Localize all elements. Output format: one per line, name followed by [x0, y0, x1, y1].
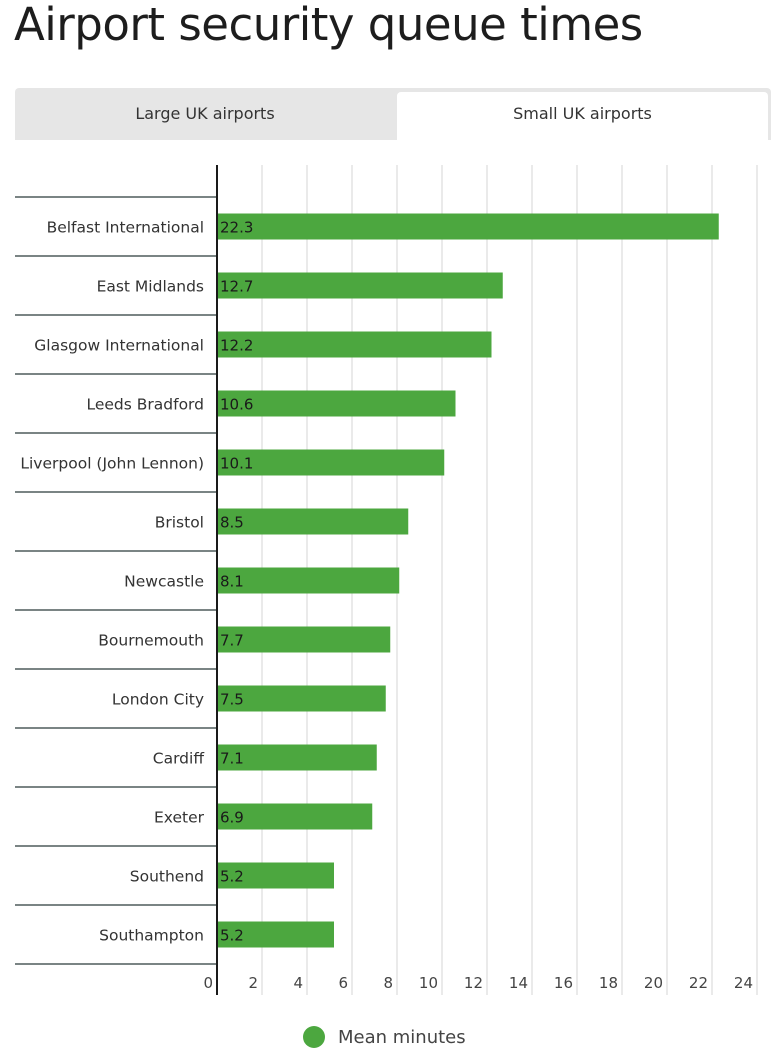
bar: [217, 449, 445, 476]
bar: [217, 213, 719, 240]
tab-small-uk-airports[interactable]: Small UK airports: [397, 92, 768, 140]
data-label: 8.1: [220, 573, 244, 591]
bar: [217, 626, 391, 653]
data-label: 5.2: [220, 868, 244, 886]
bar: [217, 862, 334, 889]
bar: [217, 921, 334, 948]
bar: [217, 272, 503, 299]
data-label: 10.1: [220, 455, 253, 473]
x-tick-label: 6: [338, 974, 348, 992]
data-label: 7.5: [220, 691, 244, 709]
category-label: Bristol: [155, 514, 204, 532]
bar: [217, 567, 400, 594]
category-label: Belfast International: [47, 219, 204, 237]
category-label: East Midlands: [97, 278, 204, 296]
legend[interactable]: Mean minutes: [303, 1026, 466, 1048]
x-tick-label: 16: [554, 974, 573, 992]
category-label: Exeter: [154, 809, 205, 827]
category-label: Leeds Bradford: [87, 396, 205, 414]
category-label: Glasgow International: [34, 337, 204, 355]
category-label: Cardiff: [153, 750, 205, 768]
x-tick-label: 20: [644, 974, 663, 992]
data-label: 8.5: [220, 514, 244, 532]
x-tick-label: 4: [293, 974, 303, 992]
data-label: 7.7: [220, 632, 244, 650]
bar: [217, 803, 373, 830]
tab-large-uk-airports[interactable]: Large UK airports: [135, 104, 275, 123]
data-label: 6.9: [220, 809, 244, 827]
bar: [217, 744, 377, 771]
legend-marker-icon: [303, 1026, 325, 1048]
x-tick-label: 8: [383, 974, 393, 992]
x-tick-label: 2: [248, 974, 258, 992]
legend-label: Mean minutes: [338, 1026, 466, 1048]
data-label: 5.2: [220, 927, 244, 945]
category-label: Liverpool (John Lennon): [20, 455, 204, 473]
data-label: 12.7: [220, 278, 253, 296]
x-tick-label: 0: [203, 974, 213, 992]
data-label: 22.3: [220, 219, 253, 237]
x-tick-label: 18: [599, 974, 618, 992]
tab-bar: Large UK airports Small UK airports: [15, 88, 771, 140]
bar: [217, 508, 409, 535]
bar: [217, 390, 456, 417]
bar: [217, 331, 492, 358]
category-label: Southend: [130, 868, 204, 886]
bar: [217, 685, 386, 712]
category-label: Southampton: [99, 927, 204, 945]
x-tick-label: 10: [419, 974, 438, 992]
x-tick-label: 24: [734, 974, 753, 992]
page-title: Airport security queue times: [14, 0, 643, 51]
category-label: Bournemouth: [98, 632, 204, 650]
data-label: 10.6: [220, 396, 253, 414]
data-label: 7.1: [220, 750, 244, 768]
category-label: London City: [112, 691, 204, 709]
category-label: Newcastle: [124, 573, 204, 591]
data-label: 12.2: [220, 337, 253, 355]
x-tick-label: 22: [689, 974, 708, 992]
x-tick-label: 14: [509, 974, 528, 992]
x-tick-label: 12: [464, 974, 483, 992]
